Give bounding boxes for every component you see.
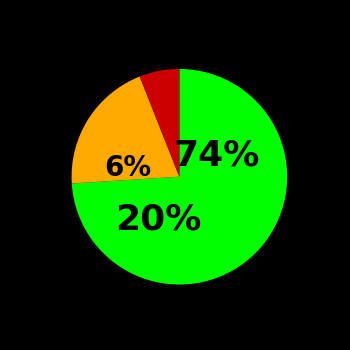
Text: 20%: 20% <box>115 203 201 237</box>
Wedge shape <box>72 69 287 285</box>
Wedge shape <box>140 69 180 177</box>
Text: 74%: 74% <box>174 138 260 172</box>
Text: 6%: 6% <box>104 154 151 182</box>
Wedge shape <box>72 77 179 183</box>
